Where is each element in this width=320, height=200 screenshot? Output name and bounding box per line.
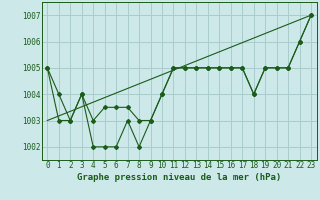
- X-axis label: Graphe pression niveau de la mer (hPa): Graphe pression niveau de la mer (hPa): [77, 173, 281, 182]
